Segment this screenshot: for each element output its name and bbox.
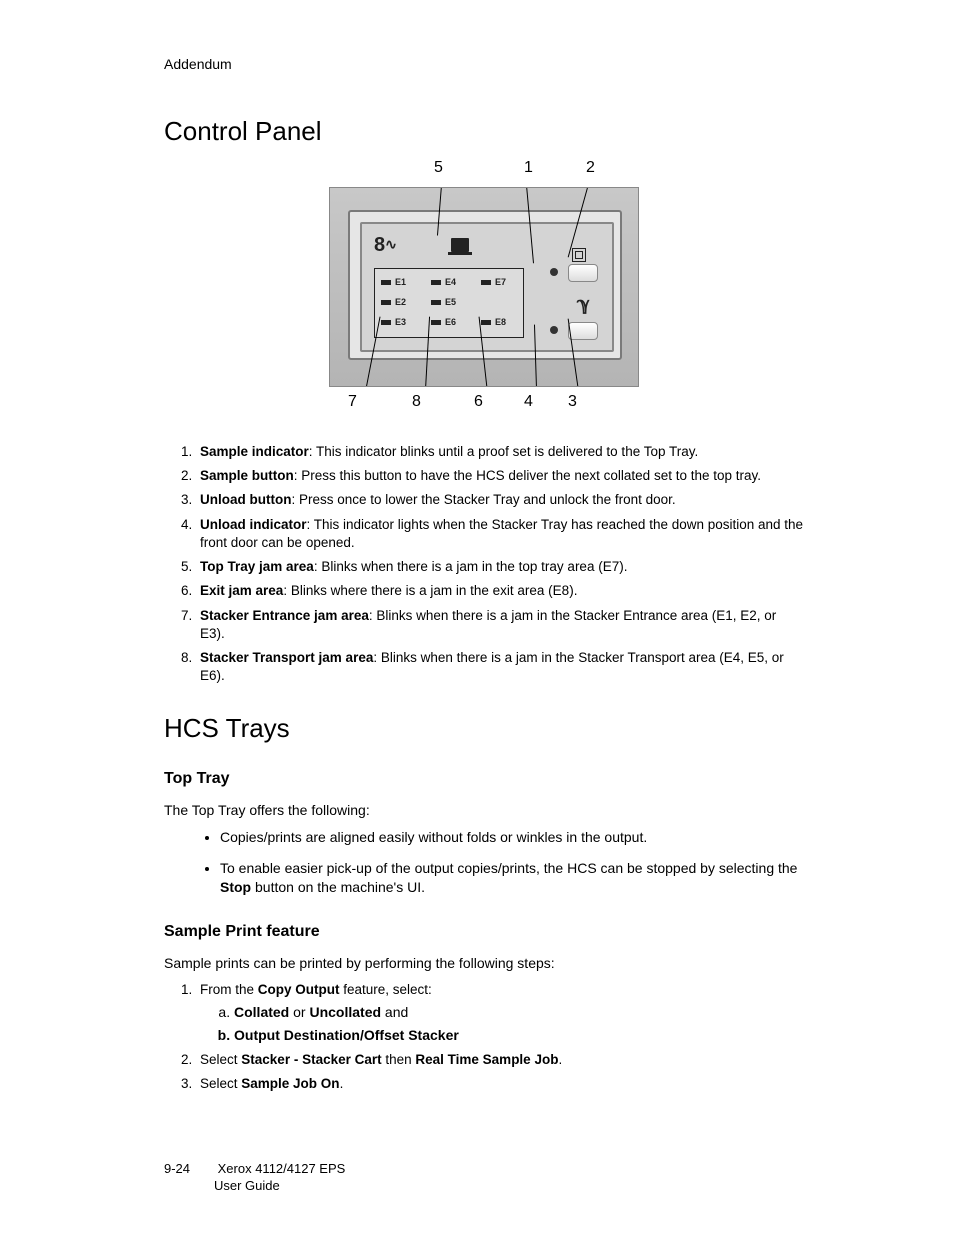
top-tray-bullet-2: To enable easier pick-up of the output c… xyxy=(220,859,804,897)
control-panel-diagram: 5 1 2 8∿ E1 E2 E3 E4 E5 E6 E7 E8 xyxy=(314,159,654,415)
step-1a: Collated or Uncollated and xyxy=(234,1003,804,1022)
step-1-sublist: Collated or Uncollated and Output Destin… xyxy=(200,1003,804,1045)
legend-5: Top Tray jam area: Blinks when there is … xyxy=(196,558,804,576)
callout-4: 4 xyxy=(524,393,533,411)
heading-hcs-trays: HCS Trays xyxy=(164,713,804,744)
page-footer: 9-24 Xerox 4112/4127 EPS User Guide xyxy=(164,1160,345,1195)
callout-7: 7 xyxy=(348,393,357,411)
unload-button[interactable] xyxy=(568,322,598,340)
err-e8: E8 xyxy=(481,317,506,327)
legend-7: Stacker Entrance jam area: Blinks when t… xyxy=(196,607,804,643)
err-e1: E1 xyxy=(381,277,406,287)
control-panel-legend: Sample indicator: This indicator blinks … xyxy=(164,443,804,685)
callout-1: 1 xyxy=(524,159,533,177)
breadcrumb: Addendum xyxy=(164,56,804,72)
legend-3: Unload button: Press once to lower the S… xyxy=(196,491,804,509)
callout-5: 5 xyxy=(434,159,443,177)
jam-area-box: E1 E2 E3 E4 E5 E6 E7 E8 xyxy=(374,268,524,338)
heading-control-panel: Control Panel xyxy=(164,116,804,147)
unload-indicator-led xyxy=(550,326,558,334)
callout-3: 3 xyxy=(568,393,577,411)
err-e6: E6 xyxy=(431,317,456,327)
top-tray-intro: The Top Tray offers the following: xyxy=(164,802,804,818)
panel-bezel: 8∿ E1 E2 E3 E4 E5 E6 E7 E8 ℽ xyxy=(348,210,622,360)
err-e5: E5 xyxy=(431,297,456,307)
err-e4: E4 xyxy=(431,277,456,287)
top-tray-bullets: Copies/prints are aligned easily without… xyxy=(164,828,804,897)
step-1b: Output Destination/Offset Stacker xyxy=(234,1026,804,1045)
callout-2: 2 xyxy=(586,159,595,177)
top-tray-bullet-1: Copies/prints are aligned easily without… xyxy=(220,828,804,847)
jam-glyph: 8∿ xyxy=(374,234,397,257)
legend-6: Exit jam area: Blinks where there is a j… xyxy=(196,582,804,600)
sample-indicator-led xyxy=(550,268,558,276)
sample-icon xyxy=(572,248,586,262)
printer-icon xyxy=(448,234,472,256)
sample-print-steps: From the Copy Output feature, select: Co… xyxy=(164,981,804,1093)
step-1: From the Copy Output feature, select: Co… xyxy=(196,981,804,1045)
step-2: Select Stacker - Stacker Cart then Real … xyxy=(196,1051,804,1069)
sample-button[interactable] xyxy=(568,264,598,282)
err-e2: E2 xyxy=(381,297,406,307)
err-e3: E3 xyxy=(381,317,406,327)
legend-4: Unload indicator: This indicator lights … xyxy=(196,516,804,552)
legend-1: Sample indicator: This indicator blinks … xyxy=(196,443,804,461)
callouts-top: 5 1 2 xyxy=(314,159,654,181)
legend-8: Stacker Transport jam area: Blinks when … xyxy=(196,649,804,685)
panel-photo: 8∿ E1 E2 E3 E4 E5 E6 E7 E8 ℽ xyxy=(329,187,639,387)
err-e7: E7 xyxy=(481,277,506,287)
sample-print-intro: Sample prints can be printed by performi… xyxy=(164,955,804,971)
footer-line-2: User Guide xyxy=(214,1178,280,1193)
step-3: Select Sample Job On. xyxy=(196,1075,804,1093)
legend-2: Sample button: Press this button to have… xyxy=(196,467,804,485)
heading-top-tray: Top Tray xyxy=(164,770,804,788)
heading-sample-print: Sample Print feature xyxy=(164,923,804,941)
footer-line-1: Xerox 4112/4127 EPS xyxy=(218,1161,346,1176)
panel-face: 8∿ E1 E2 E3 E4 E5 E6 E7 E8 ℽ xyxy=(360,222,614,352)
page: Addendum Control Panel 5 1 2 8∿ E1 E2 E3… xyxy=(0,0,954,1235)
callout-6: 6 xyxy=(474,393,483,411)
unlock-icon: ℽ xyxy=(577,294,590,315)
callout-8: 8 xyxy=(412,393,421,411)
page-number: 9-24 xyxy=(164,1160,214,1178)
callouts-bottom: 7 8 6 4 3 xyxy=(314,393,654,415)
